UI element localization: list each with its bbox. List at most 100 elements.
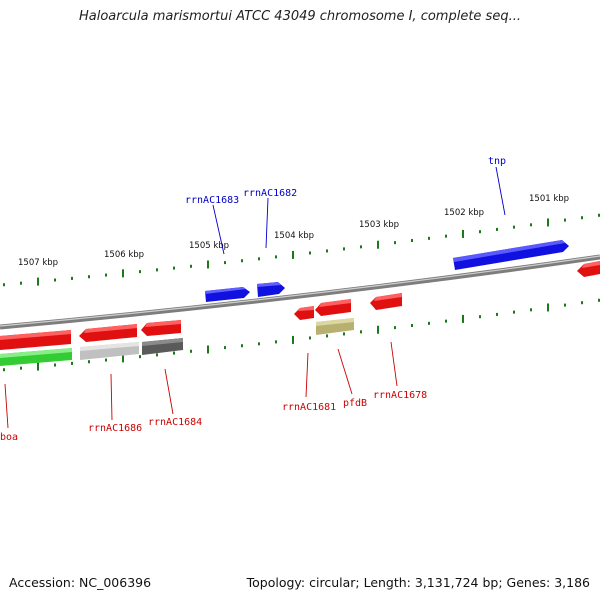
minor-tick [428, 236, 430, 240]
minor-tick [190, 349, 192, 353]
minor-tick [173, 266, 175, 270]
minor-tick [3, 283, 5, 287]
minor-tick [326, 334, 328, 338]
minor-tick [360, 245, 362, 249]
callout-rrnAC1684 [164, 368, 174, 415]
gene-rrnAC1682-arrow[interactable] [257, 282, 285, 297]
minor-tick [20, 366, 22, 370]
major-tick [292, 250, 294, 259]
callout-tnp [495, 166, 506, 216]
minor-tick [309, 336, 311, 340]
minor-tick [275, 340, 277, 344]
minor-tick [530, 308, 532, 312]
minor-tick [309, 251, 311, 255]
accession-text: Accession: NC_006396 [9, 575, 152, 590]
minor-tick [3, 368, 5, 372]
minor-tick [564, 303, 566, 307]
scale-label-1506: 1506 kbp [104, 250, 144, 260]
minor-tick [326, 249, 328, 253]
gene-label-tnp[interactable]: tnp [488, 156, 506, 167]
gene-rrnAC1686-arrow[interactable] [79, 324, 137, 342]
gene-tnp-arrow[interactable] [453, 240, 569, 270]
gene-edge-red-arrow[interactable] [577, 261, 600, 277]
major-tick [462, 314, 464, 323]
minor-tick [241, 344, 243, 348]
major-tick [547, 218, 549, 227]
minor-tick [411, 239, 413, 243]
callout-rrnAC1682 [265, 197, 269, 249]
minor-tick [54, 278, 56, 282]
callout-pfdB [337, 348, 353, 395]
major-tick [122, 269, 124, 278]
minor-tick [173, 351, 175, 355]
gene-label-boa[interactable]: boa [0, 432, 18, 443]
minor-tick [428, 321, 430, 325]
minor-tick [88, 275, 90, 279]
gene-label-rrnAC1684[interactable]: rrnAC1684 [148, 417, 202, 428]
major-tick [547, 303, 549, 312]
scale-label-1502: 1502 kbp [444, 208, 484, 218]
gene-label-rrnAC1686[interactable]: rrnAC1686 [88, 423, 142, 434]
minor-tick [496, 312, 498, 316]
minor-tick [105, 358, 107, 362]
major-tick [37, 277, 39, 286]
scale-ticks-lower [3, 298, 600, 372]
gene-label-rrnAC1681[interactable]: rrnAC1681 [282, 402, 336, 413]
minor-tick [598, 298, 600, 302]
minor-tick [530, 223, 532, 227]
minor-tick [343, 247, 345, 251]
gene-rrnAC1678-arrow[interactable] [370, 293, 402, 310]
minor-tick [394, 326, 396, 330]
gene-boa-arrow[interactable] [0, 330, 71, 350]
minor-tick [139, 270, 141, 274]
gene-rrnAC1684-arrow[interactable] [141, 320, 181, 336]
minor-tick [139, 355, 141, 359]
scale-ticks-upper [3, 213, 600, 287]
minor-tick [88, 360, 90, 364]
gene-pfdB-arrow[interactable] [315, 299, 351, 316]
major-tick [462, 229, 464, 238]
minor-tick [258, 257, 260, 261]
minor-tick [360, 330, 362, 334]
major-tick [377, 325, 379, 334]
gene-label-rrnAC1682[interactable]: rrnAC1682 [243, 188, 297, 199]
minor-tick [581, 216, 583, 220]
minor-tick [581, 301, 583, 305]
minor-tick [479, 230, 481, 234]
gene-rrnAC1683-arrow[interactable] [205, 287, 250, 302]
callout-rrnAC1681 [305, 352, 309, 398]
minor-tick [156, 268, 158, 272]
minor-tick [513, 310, 515, 314]
gene-rrnAC1681-arrow[interactable] [294, 306, 314, 320]
major-tick [37, 362, 39, 371]
gene-boa-green-bar[interactable] [0, 348, 72, 366]
scale-label-1504: 1504 kbp [274, 231, 314, 241]
gene-label-rrnAC1683[interactable]: rrnAC1683 [185, 195, 239, 206]
gene-label-rrnAC1678[interactable]: rrnAC1678 [373, 390, 427, 401]
gene-pfdB-olive-bar[interactable] [316, 318, 354, 335]
major-tick [207, 260, 209, 269]
minor-tick [224, 346, 226, 350]
scale-label-1503: 1503 kbp [359, 220, 399, 230]
minor-tick [190, 264, 192, 268]
scale-label-1505: 1505 kbp [189, 241, 229, 251]
minor-tick [445, 319, 447, 323]
minor-tick [411, 324, 413, 328]
chromosome-backbone [0, 254, 600, 330]
minor-tick [343, 332, 345, 336]
gene-rrnAC1686-gray-bar[interactable] [80, 342, 139, 360]
minor-tick [445, 234, 447, 238]
topology-summary-text: Topology: circular; Length: 3,131,724 bp… [246, 575, 590, 590]
callout-rrnAC1686 [110, 373, 113, 421]
gene-label-pfdB[interactable]: pfdB [343, 398, 367, 409]
major-tick [292, 335, 294, 344]
minor-tick [513, 225, 515, 229]
scale-label-1507: 1507 kbp [18, 258, 58, 268]
gene-rrnAC1684-dark-bar[interactable] [142, 338, 183, 355]
minor-tick [275, 255, 277, 259]
scale-label-1501: 1501 kbp [529, 194, 569, 204]
minor-tick [598, 213, 600, 217]
map-title: Haloarcula marismortui ATCC 43049 chromo… [79, 9, 521, 24]
